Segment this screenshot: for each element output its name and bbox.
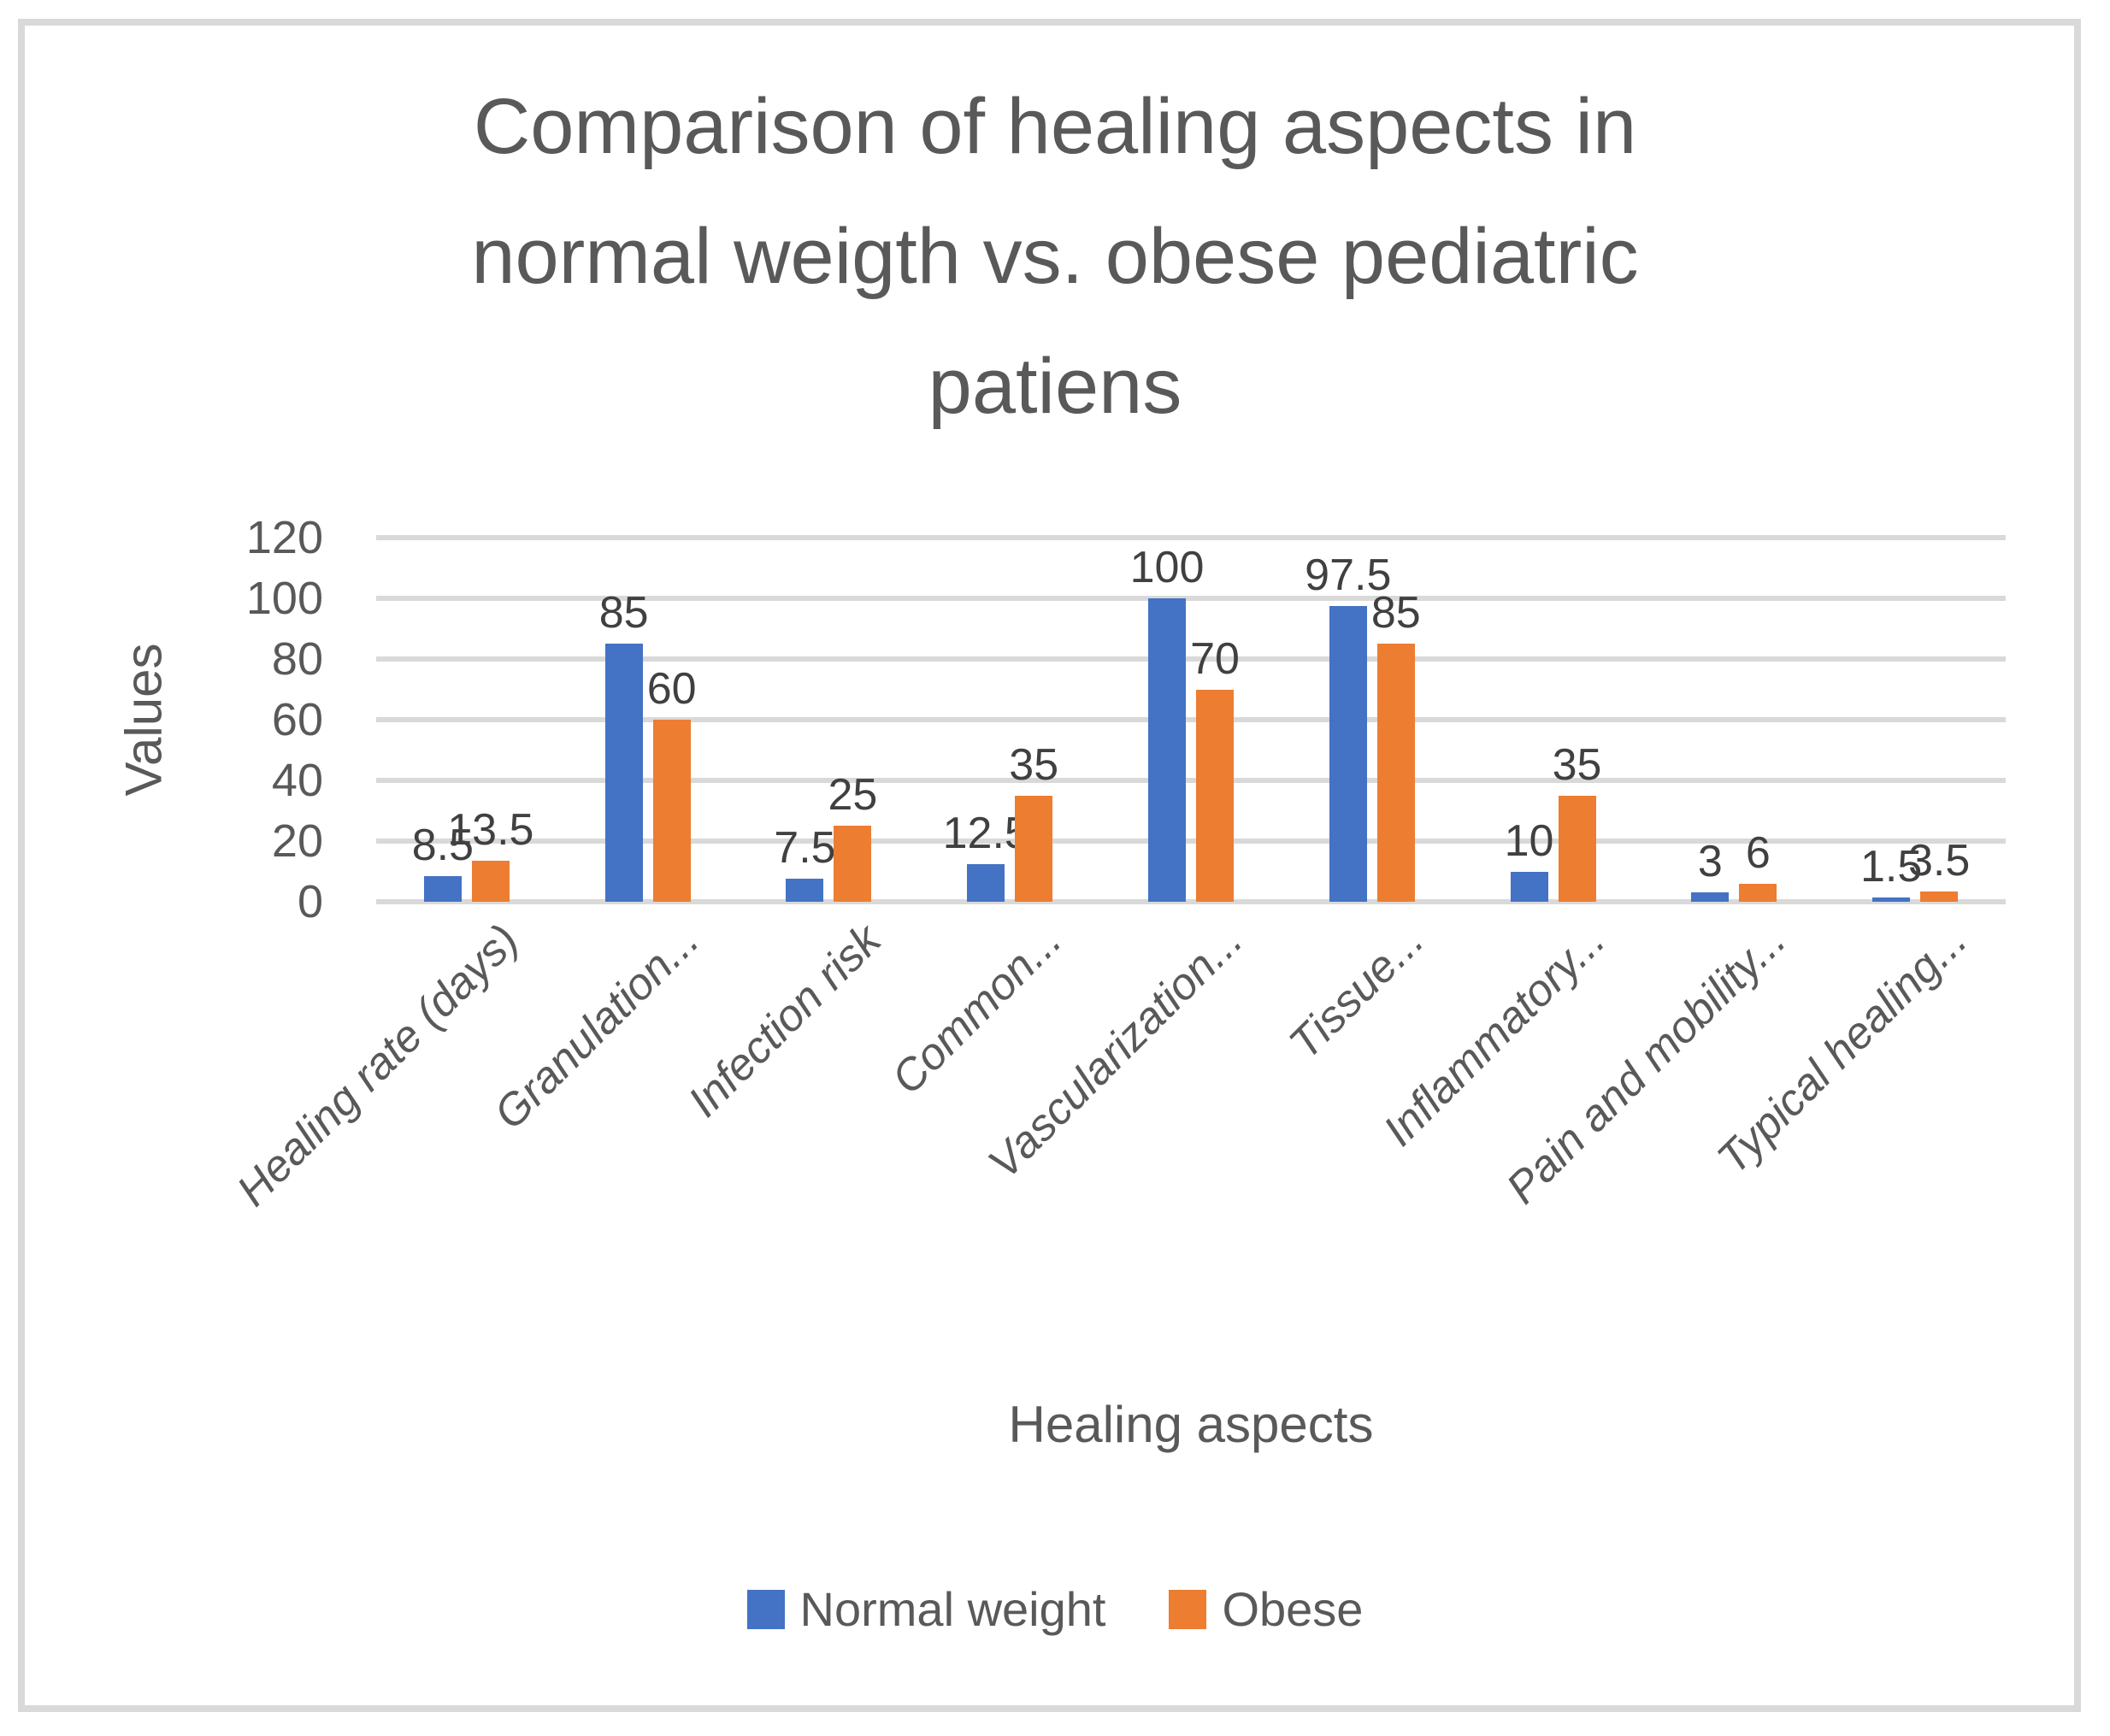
gridline <box>376 839 2006 844</box>
gridline <box>376 778 2006 783</box>
bar-value-label: 3 <box>1697 837 1723 887</box>
x-axis-title: Healing aspects <box>1008 1396 1374 1453</box>
y-tick-label: 100 <box>245 573 323 624</box>
bar-normal-weight <box>967 863 1005 902</box>
bar-obese <box>1920 891 1959 902</box>
bar-value-label: 3.5 <box>1907 835 1971 886</box>
legend-item: Obese <box>1169 1581 1363 1637</box>
bar-value-label: 6 <box>1745 827 1771 878</box>
legend: Normal weight Obese <box>0 1581 2110 1637</box>
category-label: Infection risk <box>678 915 891 1127</box>
title-line: normal weigth vs. obese pediatric <box>471 213 1639 300</box>
gridline <box>376 899 2006 904</box>
chart-title: Comparison of healing aspects in normal w… <box>0 62 2110 451</box>
bar-obese <box>834 826 872 902</box>
category-label: Healing rate (days) <box>227 915 528 1216</box>
bar-obese <box>1739 883 1777 902</box>
bar-normal-weight <box>1148 598 1186 902</box>
bar-value-label: 10 <box>1504 815 1554 866</box>
bar-value-label: 60 <box>646 664 697 714</box>
bar-value-label: 13.5 <box>447 805 534 856</box>
y-tick-label: 40 <box>271 755 323 806</box>
y-tick-label: 80 <box>271 633 323 685</box>
bar-normal-weight <box>786 879 824 902</box>
bar-value-label: 85 <box>1370 588 1421 638</box>
gridline <box>376 656 2006 662</box>
y-tick-label: 120 <box>245 512 323 563</box>
bar-value-label: 35 <box>1009 739 1059 790</box>
legend-label: Normal weight <box>799 1582 1106 1636</box>
bar-value-label: 35 <box>1552 739 1602 790</box>
bar-obese <box>652 720 691 902</box>
bar-value-label: 12.5 <box>942 808 1029 858</box>
bar-value-label: 100 <box>1129 543 1205 592</box>
bar-normal-weight <box>1510 871 1548 902</box>
bar-value-label: 8.5 <box>411 820 474 870</box>
category-label: Common... <box>882 915 1071 1104</box>
bar-value-label: 25 <box>828 770 878 821</box>
bar-obese <box>471 861 510 902</box>
title-line: patiens <box>928 343 1182 430</box>
bar-value-label: 7.5 <box>774 823 836 874</box>
bar-value-label: 70 <box>1190 633 1240 684</box>
y-tick-label: 20 <box>271 815 323 867</box>
bar-obese <box>1196 689 1234 902</box>
legend-label: Obese <box>1222 1582 1364 1636</box>
bar-value-label: 97.5 <box>1305 550 1392 600</box>
y-tick-label: 60 <box>271 694 323 745</box>
bar-normal-weight <box>1329 605 1367 902</box>
title-line: Comparison of healing aspects in <box>473 83 1637 170</box>
gridline <box>376 596 2006 601</box>
chart-border <box>18 19 2081 1712</box>
bar-normal-weight <box>1691 892 1730 902</box>
legend-swatch <box>1169 1589 1207 1629</box>
gridline <box>376 535 2006 540</box>
bar-obese <box>1015 795 1053 902</box>
bar-obese <box>1376 644 1415 902</box>
legend-swatch <box>746 1589 785 1629</box>
bar-value-label: 85 <box>598 588 649 638</box>
legend-item: Normal weight <box>746 1581 1106 1637</box>
bar-obese <box>1558 795 1596 902</box>
y-tick-label: 0 <box>297 876 323 927</box>
bar-normal-weight <box>1872 897 1911 902</box>
bar-normal-weight <box>604 644 643 902</box>
bar-value-label: 1.5 <box>1860 841 1923 892</box>
category-label: Tissue... <box>1279 915 1434 1069</box>
bar-normal-weight <box>423 875 462 902</box>
gridline <box>376 717 2006 722</box>
